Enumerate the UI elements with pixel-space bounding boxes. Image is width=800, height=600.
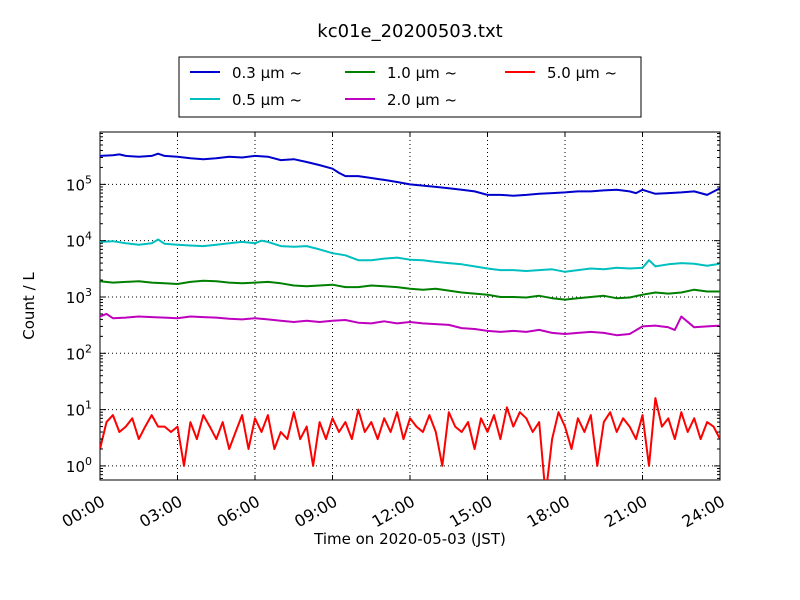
y-tick-label: 104 bbox=[66, 230, 92, 251]
x-tick-label: 21:00 bbox=[601, 492, 650, 532]
series-line-2 bbox=[100, 238, 720, 273]
y-axis-label: Count / L bbox=[20, 272, 38, 340]
legend: 0.3 μm ~ 0.5 μm ~ 1.0 μm ~ 2.0 μm ~ 5.0 μm ~ bbox=[178, 56, 642, 118]
y-tick-label: 102 bbox=[66, 342, 92, 363]
legend-label: 1.0 μm ~ bbox=[387, 64, 457, 82]
series-lines bbox=[100, 152, 720, 480]
y-tick-label: 101 bbox=[66, 399, 92, 420]
y-tick-label: 100 bbox=[66, 455, 92, 476]
y-tick-label: 105 bbox=[66, 173, 92, 194]
x-tick-label: 18:00 bbox=[524, 492, 573, 532]
x-tick-label: 03:00 bbox=[136, 492, 185, 532]
y-tick-label: 103 bbox=[66, 286, 92, 307]
x-tick-label: 09:00 bbox=[291, 492, 340, 532]
series-line-1 bbox=[100, 152, 720, 197]
chart-title: kc01e_20200503.txt bbox=[317, 21, 502, 42]
x-tick-label: 15:00 bbox=[446, 492, 495, 532]
legend-label: 0.5 μm ~ bbox=[232, 91, 302, 109]
legend-label: 0.3 μm ~ bbox=[232, 64, 302, 82]
legend-box bbox=[178, 56, 642, 118]
x-tick-label: 00:00 bbox=[59, 492, 108, 532]
y-axis: 100 101 102 103 104 105 bbox=[66, 133, 720, 479]
grid bbox=[100, 132, 720, 480]
series-line-5 bbox=[100, 397, 720, 480]
x-axis-label: Time on 2020-05-03 (JST) bbox=[313, 530, 506, 548]
legend-label: 2.0 μm ~ bbox=[387, 91, 457, 109]
x-tick-label: 12:00 bbox=[369, 492, 418, 532]
series-line-3 bbox=[100, 279, 720, 301]
series-line-4 bbox=[100, 312, 720, 337]
x-tick-label: 24:00 bbox=[679, 492, 728, 532]
x-tick-label: 06:00 bbox=[214, 492, 263, 532]
legend-label: 5.0 μm ~ bbox=[547, 64, 617, 82]
